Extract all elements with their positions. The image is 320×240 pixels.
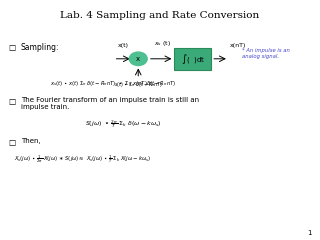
- Text: □: □: [8, 97, 15, 106]
- Circle shape: [129, 52, 147, 66]
- Text: x: x: [136, 56, 140, 62]
- Text: □: □: [8, 138, 15, 147]
- Text: $x_s(t)$ $\bullet$ $x(t)$ $\Sigma_n$ $\delta(t - R_n nT)$  $\bullet$  $\Sigma_n$: $x_s(t)$ $\bullet$ $x(t)$ $\Sigma_n$ $\d…: [50, 79, 176, 88]
- Text: $X_s(j\omega)$ $\bullet$ $\frac{1}{2\pi}$ $X(j\omega)$ $\ast$ $S(j\omega)$$\appr: $X_s(j\omega)$ $\bullet$ $\frac{1}{2\pi}…: [14, 154, 152, 165]
- Text: Sampling:: Sampling:: [21, 43, 59, 52]
- Text: 1: 1: [308, 230, 312, 236]
- Text: $\int$(  )dt: $\int$( )dt: [181, 52, 205, 66]
- Text: Then,: Then,: [21, 138, 41, 144]
- Text: x(nT): x(nT): [230, 43, 246, 48]
- Text: Lab. 4 Sampling and Rate Conversion: Lab. 4 Sampling and Rate Conversion: [60, 11, 260, 20]
- Text: $x_s$ (t): $x_s$ (t): [154, 39, 171, 48]
- Text: * An impulse is an
analog signal.: * An impulse is an analog signal.: [242, 48, 290, 59]
- Text: $S(j\omega)$  $\bullet$ $\frac{2\pi}{T}$ $\Sigma_k$ $\delta(\omega - k\omega_s)$: $S(j\omega)$ $\bullet$ $\frac{2\pi}{T}$ …: [85, 118, 162, 130]
- Text: The Fourier transform of an impulse train is still an
impulse train.: The Fourier transform of an impulse trai…: [21, 97, 199, 110]
- Text: $s(t)$ $\bullet$ $\Sigma_n$ $\delta(t-R_n nT)$: $s(t)$ $\bullet$ $\Sigma_n$ $\delta(t-R_…: [114, 80, 163, 89]
- Text: □: □: [8, 43, 15, 52]
- FancyBboxPatch shape: [174, 48, 211, 70]
- Text: x(t): x(t): [118, 43, 129, 48]
